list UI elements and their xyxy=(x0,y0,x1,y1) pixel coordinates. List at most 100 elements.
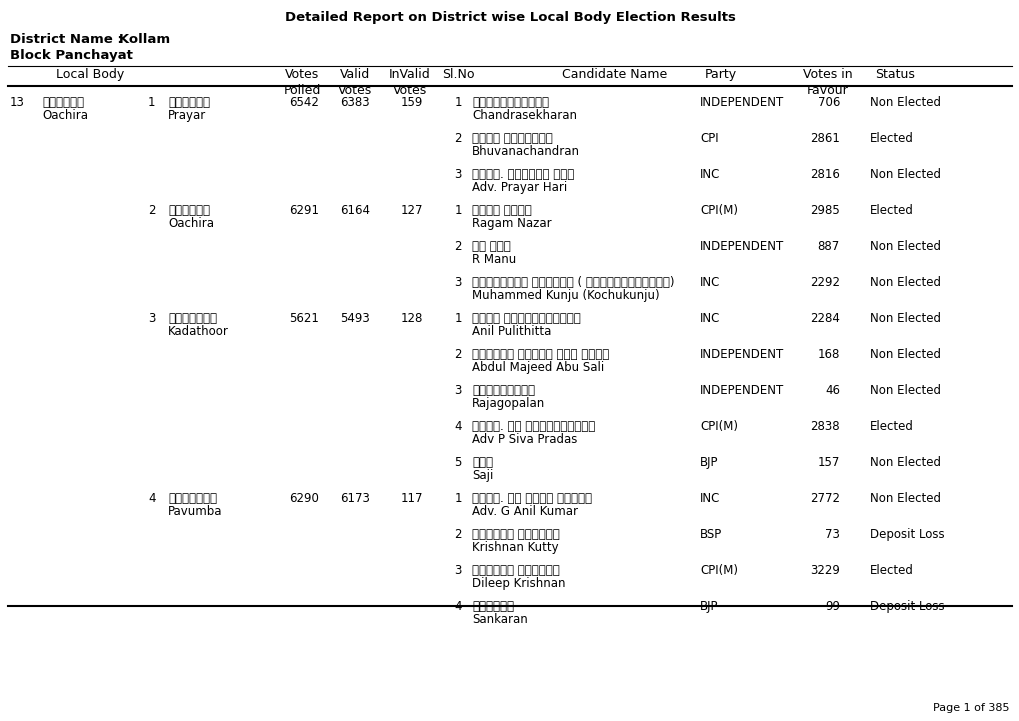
Text: സജി: സജി xyxy=(472,456,492,469)
Text: Non Elected: Non Elected xyxy=(869,96,941,109)
Text: 2: 2 xyxy=(453,132,462,145)
Text: 6164: 6164 xyxy=(339,204,370,217)
Text: അബ്ദുൽ മജീദ് അബു സാലി: അബ്ദുൽ മജീദ് അബു സാലി xyxy=(472,348,608,361)
Text: മുഹമ്മദ് കുഞ്ഞ് ( കൊച്ചുകുഞ്ഞ്): മുഹമ്മദ് കുഞ്ഞ് ( കൊച്ചുകുഞ്ഞ്) xyxy=(472,276,674,289)
Text: INDEPENDENT: INDEPENDENT xyxy=(699,96,784,109)
Text: 3: 3 xyxy=(453,276,462,289)
Text: Adv P Siva Pradas: Adv P Siva Pradas xyxy=(472,433,577,446)
Text: പാവുമ്പ: പാവുമ്പ xyxy=(168,492,217,505)
Text: 887: 887 xyxy=(817,240,840,253)
Text: അനിൽ പുലിത്തിട്ട: അനിൽ പുലിത്തിട്ട xyxy=(472,312,580,325)
Text: Elected: Elected xyxy=(869,420,913,433)
Text: INC: INC xyxy=(699,312,719,325)
Text: ഓച്ചിറ: ഓച്ചിറ xyxy=(42,96,84,109)
Text: 2816: 2816 xyxy=(809,168,840,181)
Text: Status: Status xyxy=(874,68,914,81)
Text: അഡ്വ. ജി അനിൽ കുമാർ: അഡ്വ. ജി അനിൽ കുമാർ xyxy=(472,492,591,505)
Text: Adv. Prayar Hari: Adv. Prayar Hari xyxy=(472,181,567,194)
Text: 2: 2 xyxy=(453,348,462,361)
Text: 1: 1 xyxy=(453,204,462,217)
Text: Deposit Loss: Deposit Loss xyxy=(869,600,944,613)
Text: Non Elected: Non Elected xyxy=(869,312,941,325)
Text: 1: 1 xyxy=(453,312,462,325)
Text: 6542: 6542 xyxy=(288,96,319,109)
Text: Deposit Loss: Deposit Loss xyxy=(869,528,944,541)
Text: ഓച്ചിറ: ഓച്ചിറ xyxy=(168,204,210,217)
Text: 3229: 3229 xyxy=(809,564,840,577)
Text: 1: 1 xyxy=(453,492,462,505)
Text: Rajagopalan: Rajagopalan xyxy=(472,397,545,410)
Text: Kollam: Kollam xyxy=(105,33,170,46)
Text: Oachira: Oachira xyxy=(168,217,214,230)
Text: CPI(M): CPI(M) xyxy=(699,564,738,577)
Text: BJP: BJP xyxy=(699,456,717,469)
Text: Non Elected: Non Elected xyxy=(869,240,941,253)
Text: Non Elected: Non Elected xyxy=(869,168,941,181)
Text: 3: 3 xyxy=(148,312,155,325)
Text: Votes
Polled: Votes Polled xyxy=(283,68,320,97)
Text: അഡ്വ. പി ശിവപ്രസാദ്: അഡ്വ. പി ശിവപ്രസാദ് xyxy=(472,420,595,433)
Text: 2861: 2861 xyxy=(809,132,840,145)
Text: Kadathoor: Kadathoor xyxy=(168,325,228,338)
Text: 2: 2 xyxy=(148,204,155,217)
Text: കടത്തൂർ: കടത്തൂർ xyxy=(168,312,217,325)
Text: 2: 2 xyxy=(453,240,462,253)
Text: Votes in
Favour: Votes in Favour xyxy=(802,68,852,97)
Text: 6383: 6383 xyxy=(340,96,370,109)
Text: ആർ മനു: ആർ മനു xyxy=(472,240,511,253)
Text: 3: 3 xyxy=(453,564,462,577)
Text: ദിലീപ് കൃഷ്ണൻ: ദിലീപ് കൃഷ്ണൻ xyxy=(472,564,559,577)
Text: INC: INC xyxy=(699,492,719,505)
Text: 1: 1 xyxy=(453,96,462,109)
Text: 6173: 6173 xyxy=(339,492,370,505)
Text: അഡ്വ. പ്രയാർ ഹരി: അഡ്വ. പ്രയാർ ഹരി xyxy=(472,168,574,181)
Text: 4: 4 xyxy=(148,492,155,505)
Text: Non Elected: Non Elected xyxy=(869,348,941,361)
Text: Anil Pulithitta: Anil Pulithitta xyxy=(472,325,551,338)
Text: 128: 128 xyxy=(400,312,423,325)
Text: Adv. G Anil Kumar: Adv. G Anil Kumar xyxy=(472,505,578,518)
Text: CPI: CPI xyxy=(699,132,718,145)
Text: INDEPENDENT: INDEPENDENT xyxy=(699,348,784,361)
Text: Pavumba: Pavumba xyxy=(168,505,222,518)
Text: Oachira: Oachira xyxy=(42,109,88,122)
Text: ചന്ദ്രശേഖരൻ: ചന്ദ്രശേഖരൻ xyxy=(472,96,548,109)
Text: 5621: 5621 xyxy=(288,312,319,325)
Text: Elected: Elected xyxy=(869,564,913,577)
Text: Non Elected: Non Elected xyxy=(869,492,941,505)
Text: 159: 159 xyxy=(400,96,423,109)
Text: 4: 4 xyxy=(453,600,462,613)
Text: റാഗം നാസർ: റാഗം നാസർ xyxy=(472,204,531,217)
Text: 73: 73 xyxy=(824,528,840,541)
Text: InValid
Votes: InValid Votes xyxy=(388,68,430,97)
Text: 5493: 5493 xyxy=(340,312,370,325)
Text: Sankaran: Sankaran xyxy=(472,613,527,626)
Text: INC: INC xyxy=(699,168,719,181)
Text: Muhammed Kunju (Kochukunju): Muhammed Kunju (Kochukunju) xyxy=(472,289,659,302)
Text: Elected: Elected xyxy=(869,204,913,217)
Text: 157: 157 xyxy=(817,456,840,469)
Text: കൃഷ്ണൻ കുട്ടി: കൃഷ്ണൻ കുട്ടി xyxy=(472,528,559,541)
Text: 117: 117 xyxy=(400,492,423,505)
Text: Non Elected: Non Elected xyxy=(869,384,941,397)
Text: രാജഗോപാലൻ: രാജഗോപാലൻ xyxy=(472,384,535,397)
Text: Bhuvanachandran: Bhuvanachandran xyxy=(472,145,580,158)
Text: 6291: 6291 xyxy=(288,204,319,217)
Text: പ്രയാർ: പ്രയാർ xyxy=(168,96,210,109)
Text: 2284: 2284 xyxy=(809,312,840,325)
Text: CPI(M): CPI(M) xyxy=(699,204,738,217)
Text: Sl.No: Sl.No xyxy=(441,68,474,81)
Text: 6290: 6290 xyxy=(288,492,319,505)
Text: Dileep Krishnan: Dileep Krishnan xyxy=(472,577,565,590)
Text: R Manu: R Manu xyxy=(472,253,516,266)
Text: Chandrasekharan: Chandrasekharan xyxy=(472,109,577,122)
Text: BJP: BJP xyxy=(699,600,717,613)
Text: 2772: 2772 xyxy=(809,492,840,505)
Text: Page 1 of 385: Page 1 of 385 xyxy=(932,703,1009,713)
Text: Non Elected: Non Elected xyxy=(869,276,941,289)
Text: 4: 4 xyxy=(453,420,462,433)
Text: INDEPENDENT: INDEPENDENT xyxy=(699,384,784,397)
Text: 168: 168 xyxy=(817,348,840,361)
Text: Abdul Majeed Abu Sali: Abdul Majeed Abu Sali xyxy=(472,361,603,374)
Text: 1: 1 xyxy=(148,96,155,109)
